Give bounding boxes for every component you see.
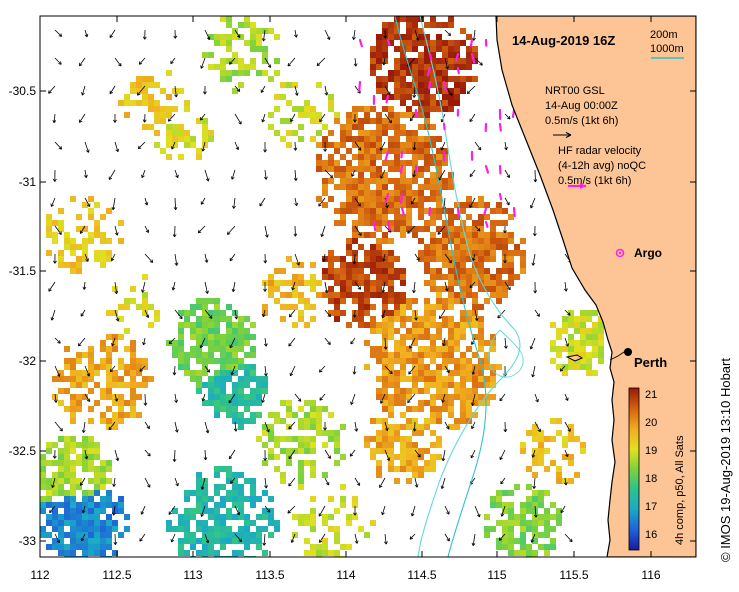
y-tick-label: -30.5 bbox=[9, 84, 37, 98]
y-tick-label: -33 bbox=[19, 534, 37, 548]
x-tick-label: 116 bbox=[641, 568, 660, 582]
argo-float-dot bbox=[618, 251, 622, 255]
sst-field bbox=[40, 16, 604, 557]
y-tick-label: -32 bbox=[19, 354, 37, 368]
x-tick-label: 115.5 bbox=[559, 568, 588, 582]
credit-text: © IMOS 19-Aug-2019 13:10 Hobart bbox=[718, 358, 733, 562]
hf-radar-arrows bbox=[358, 38, 518, 232]
colorbar bbox=[628, 387, 640, 551]
hf-legend-scale: 0.5m/s (1kt 6h) bbox=[558, 175, 631, 187]
hf-legend-arrowhead bbox=[580, 183, 586, 189]
argo-float-marker bbox=[615, 248, 625, 258]
gsl-legend-scale: 0.5m/s (1kt 6h) bbox=[545, 115, 618, 127]
x-tick-label: 112 bbox=[30, 568, 49, 582]
contour-legend-200m: 200m bbox=[650, 29, 678, 41]
x-tick-label: 114.5 bbox=[407, 568, 436, 582]
map-title: 14-Aug-2019 16Z bbox=[512, 33, 615, 48]
colorbar-label: 4h comp, p50, All Sats bbox=[674, 435, 686, 545]
hf-legend-title: HF radar velocity bbox=[558, 145, 642, 157]
gsl-legend-title: NRT00 GSL bbox=[545, 85, 605, 97]
colorbar-tick-label: 16 bbox=[645, 529, 657, 541]
gsl-current-arrows bbox=[48, 29, 573, 546]
x-tick-label: 112.5 bbox=[102, 568, 131, 582]
contour-1000m-inner bbox=[488, 329, 524, 378]
plot-frame bbox=[39, 15, 697, 558]
x-tick-label: 114 bbox=[336, 568, 355, 582]
colorbar-tick-label: 19 bbox=[645, 445, 657, 457]
colorbar-tick-label: 21 bbox=[645, 389, 657, 401]
perth-marker bbox=[624, 348, 632, 356]
perth-label: Perth bbox=[634, 355, 667, 370]
x-tick-label: 115 bbox=[487, 568, 506, 582]
rottnest-island bbox=[565, 354, 584, 362]
gsl-legend-date: 14-Aug 00:00Z bbox=[545, 100, 618, 112]
argo-label: Argo bbox=[634, 246, 662, 260]
x-tick-label: 113.5 bbox=[255, 568, 284, 582]
gsl-legend-arrowhead bbox=[565, 132, 572, 138]
y-tick-label: -31 bbox=[19, 175, 37, 189]
hf-legend-avg: (4-12h avg) noQC bbox=[558, 160, 646, 172]
y-tick-label: -31.5 bbox=[9, 264, 37, 278]
colorbar-tick-label: 20 bbox=[645, 417, 657, 429]
x-tick-label: 113 bbox=[183, 568, 202, 582]
axis-ticks bbox=[39, 16, 696, 557]
contour-legend-1000m: 1000m bbox=[650, 43, 684, 55]
colorbar-tick-label: 18 bbox=[645, 473, 657, 485]
contour-200m bbox=[394, 16, 487, 557]
colorbar-tick-label: 17 bbox=[645, 501, 657, 513]
y-tick-label: -32.5 bbox=[9, 444, 37, 458]
